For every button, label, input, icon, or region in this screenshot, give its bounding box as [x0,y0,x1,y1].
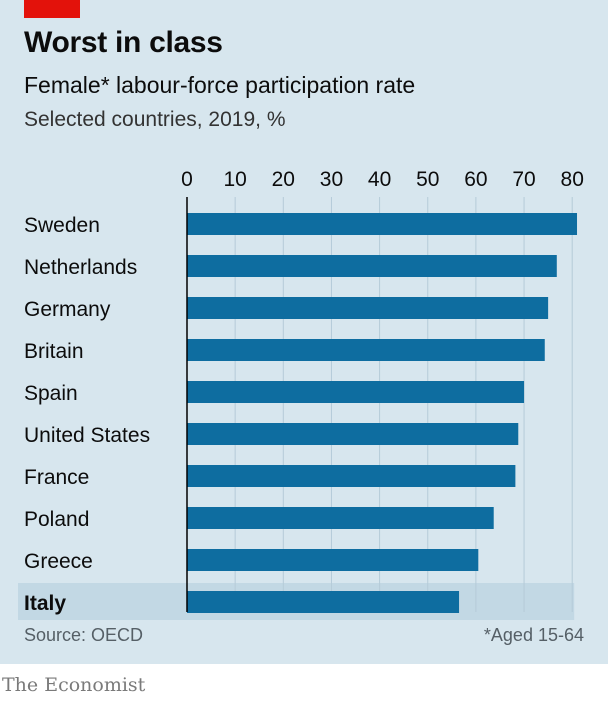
x-tick-label: 80 [561,168,584,191]
economist-logo: The Economist [2,674,146,696]
bar [187,591,460,613]
category-label: Netherlands [24,256,137,279]
x-tick-label: 60 [464,168,487,191]
x-tick-label: 70 [512,168,535,191]
bar [187,255,557,277]
bar [187,423,519,445]
x-tick-label: 0 [181,168,193,191]
bar [187,339,545,361]
category-label: Spain [24,382,78,405]
category-label: Germany [24,298,111,321]
category-label: Poland [24,508,89,531]
category-label: France [24,466,89,489]
bar [187,213,578,235]
x-tick-label: 40 [368,168,391,191]
bar [187,507,494,529]
chart-units-note: Selected countries, 2019, % [24,108,286,131]
footnote: *Aged 15-64 [483,625,584,645]
chart-subtitle: Female* labour-force participation rate [24,72,416,98]
bar [187,297,549,319]
x-tick-label: 30 [320,168,343,191]
category-label: Sweden [24,214,100,237]
source-note: Source: OECD [24,625,144,645]
category-label: Britain [24,340,84,363]
category-label: Italy [24,592,66,615]
x-tick-label: 20 [272,168,295,191]
category-label: Greece [24,550,93,573]
category-label: United States [24,424,150,447]
bar-chart: 0 10 20 30 40 50 60 70 80 Sweden Netherlands German… [18,168,584,620]
bar [187,465,516,487]
bar [187,549,479,571]
x-tick-label: 50 [416,168,439,191]
chart-title: Worst in class [24,26,223,59]
brand-red-tag [24,0,80,18]
x-tick-label: 10 [223,168,246,191]
bar [187,381,525,403]
